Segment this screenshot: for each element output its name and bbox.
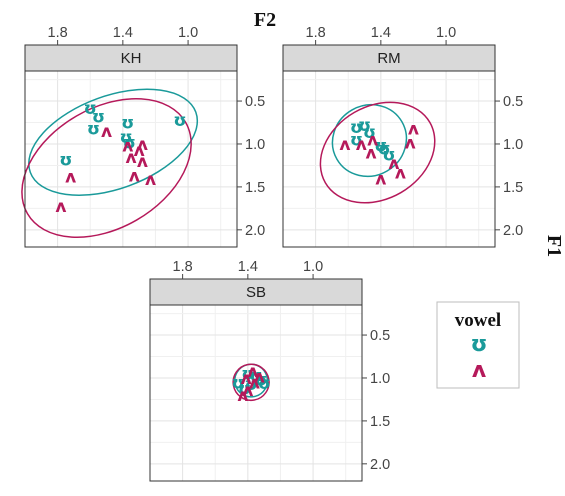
x-axis-title: F2: [254, 9, 276, 31]
x-tick-label: 1.4: [238, 259, 258, 275]
y-tick-label: 2.0: [245, 223, 265, 239]
point-sb-wedge: ʌ: [242, 381, 253, 401]
point-kh-wedge: ʌ: [145, 170, 156, 190]
point-rm-wedge: ʌ: [356, 135, 367, 155]
point-kh-wedge: ʌ: [134, 141, 145, 161]
legend-frame: [436, 301, 520, 389]
strip-label-rm: RM: [377, 50, 400, 67]
strip-rm: [282, 44, 496, 72]
point-kh-wedge: ʌ: [101, 122, 112, 142]
legend: vowel ʊ ʌ: [436, 301, 520, 389]
point-rm-upsilon: ʊ: [374, 137, 387, 157]
point-sb-upsilon: ʊ: [249, 366, 262, 386]
point-kh-upsilon: ʊ: [123, 133, 136, 153]
y-tick-label: 2.0: [503, 223, 523, 239]
legend-label-1: ʌ: [472, 358, 487, 383]
y-tick-label: 1.5: [370, 414, 390, 430]
point-kh-wedge: ʌ: [137, 135, 148, 155]
strip-kh: [24, 44, 238, 72]
legend-title: vowel: [455, 310, 501, 331]
plot-area-kh: [25, 71, 237, 247]
x-tick-label: 1.4: [371, 25, 391, 41]
point-sb-upsilon: ʊ: [254, 371, 267, 391]
ellipse-sb-wedge: [232, 363, 270, 402]
x-tick-label: 1.8: [173, 259, 193, 275]
point-rm-upsilon: ʊ: [382, 145, 395, 165]
ellipse-rm-upsilon: [331, 104, 408, 178]
point-rm-wedge: ʌ: [405, 133, 416, 153]
point-sb-upsilon: ʊ: [258, 374, 271, 394]
point-sb-wedge: ʌ: [237, 386, 248, 406]
point-kh-wedge: ʌ: [122, 137, 133, 157]
y-tick-label: 1.0: [503, 137, 523, 153]
plot-area-rm: [283, 71, 495, 247]
point-rm-upsilon: ʊ: [350, 131, 363, 151]
point-kh-wedge: ʌ: [65, 168, 76, 188]
point-kh-upsilon: ʊ: [87, 120, 100, 140]
point-kh-wedge: ʌ: [55, 197, 66, 217]
panel-border-kh: [24, 70, 238, 248]
x-tick-label: 1.0: [436, 25, 456, 41]
point-sb-wedge: ʌ: [249, 373, 260, 393]
y-tick-label: 1.5: [245, 180, 265, 196]
point-sb-wedge: ʌ: [254, 367, 265, 387]
point-kh-upsilon: ʊ: [84, 99, 97, 119]
gridlines-rm: [282, 71, 495, 247]
strip-sb: [149, 278, 363, 306]
point-kh-upsilon: ʊ: [173, 111, 186, 131]
ellipse-kh-wedge: [21, 98, 192, 239]
y-tick-label: 1.0: [245, 137, 265, 153]
y-axis-title: F1: [543, 235, 565, 257]
y-tick-label: 0.5: [245, 94, 265, 110]
strip-label-sb: SB: [246, 284, 266, 301]
point-kh-upsilon: ʊ: [92, 108, 105, 128]
panel-border-sb: [149, 304, 363, 482]
panel-border-rm: [282, 70, 496, 248]
point-rm-upsilon: ʊ: [358, 116, 371, 136]
point-rm-upsilon: ʊ: [350, 118, 363, 138]
x-tick-label: 1.8: [306, 25, 326, 41]
ellipse-rm-wedge: [319, 101, 436, 204]
point-sb-upsilon: ʊ: [245, 375, 258, 395]
x-tick-label: 1.8: [48, 25, 68, 41]
point-rm-upsilon: ʊ: [378, 139, 391, 159]
legend-label-0: ʊ: [471, 332, 488, 357]
y-tick-label: 2.0: [370, 457, 390, 473]
ellipse-kh-upsilon: [28, 88, 199, 196]
y-tick-label: 0.5: [503, 94, 523, 110]
point-rm-wedge: ʌ: [375, 169, 386, 189]
point-rm-wedge: ʌ: [388, 154, 399, 174]
point-rm-wedge: ʌ: [367, 131, 378, 151]
point-kh-upsilon: ʊ: [121, 114, 134, 134]
point-rm-wedge: ʌ: [339, 135, 350, 155]
point-kh-upsilon: ʊ: [120, 128, 133, 148]
point-sb-upsilon: ʊ: [238, 379, 251, 399]
y-tick-label: 1.5: [503, 180, 523, 196]
x-tick-label: 1.0: [303, 259, 323, 275]
point-rm-wedge: ʌ: [366, 144, 377, 164]
point-kh-wedge: ʌ: [129, 167, 140, 187]
point-kh-upsilon: ʊ: [59, 150, 72, 170]
point-rm-wedge: ʌ: [408, 120, 419, 140]
point-sb-upsilon: ʊ: [231, 373, 244, 393]
y-tick-label: 1.0: [370, 371, 390, 387]
point-sb-wedge: ʌ: [241, 369, 252, 389]
point-sb-wedge: ʌ: [247, 362, 258, 382]
point-kh-wedge: ʌ: [137, 152, 148, 172]
point-rm-upsilon: ʊ: [363, 123, 376, 143]
plot-area-sb: [150, 305, 362, 481]
x-tick-label: 1.4: [113, 25, 133, 41]
y-tick-label: 0.5: [370, 328, 390, 344]
x-tick-label: 1.0: [178, 25, 198, 41]
point-rm-wedge: ʌ: [395, 163, 406, 183]
point-kh-wedge: ʌ: [125, 148, 136, 168]
point-sb-upsilon: ʊ: [241, 365, 254, 385]
strip-label-kh: KH: [121, 50, 142, 67]
